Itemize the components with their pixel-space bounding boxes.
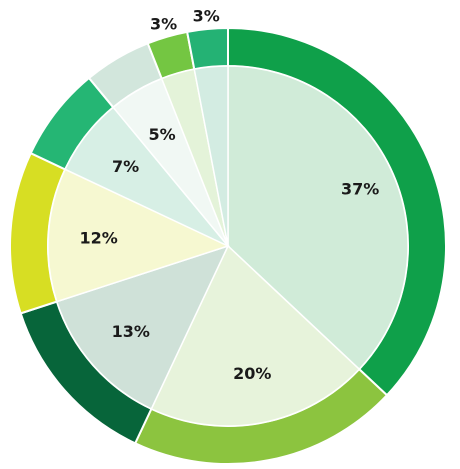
slice-label-7: 3% bbox=[150, 15, 177, 34]
pie-slice-8 bbox=[193, 65, 229, 247]
slice-label-2: 20% bbox=[233, 364, 271, 383]
slice-label-6: 5% bbox=[148, 125, 175, 144]
inner-pie-layer bbox=[47, 65, 409, 427]
pie-slice-1 bbox=[227, 65, 409, 371]
pie-slice-4 bbox=[47, 168, 231, 303]
pie-ring-segment-8 bbox=[185, 26, 229, 71]
slice-label-4: 12% bbox=[80, 228, 118, 247]
slice-label-3: 13% bbox=[112, 322, 150, 341]
slice-label-8: 3% bbox=[193, 7, 220, 26]
pie-slice-2 bbox=[150, 244, 361, 427]
slice-label-1: 37% bbox=[341, 179, 379, 198]
slice-label-5: 7% bbox=[112, 157, 139, 176]
label-layer: 37% 20% 13% 12% 7% 5% 3% 3% bbox=[80, 7, 380, 383]
pie-slice-3 bbox=[55, 244, 230, 410]
